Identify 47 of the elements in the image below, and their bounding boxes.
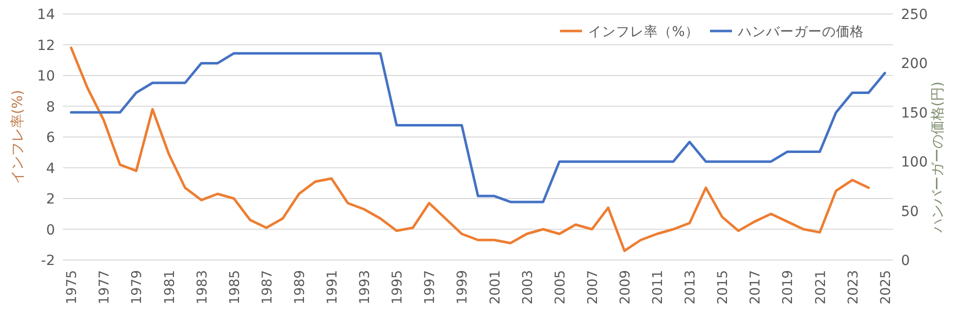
legend-label: ハンバーガーの価格 bbox=[737, 24, 864, 40]
x-tick-label: 1983 bbox=[194, 270, 210, 304]
line-series bbox=[70, 52, 886, 204]
y2-tick-label: 250 bbox=[901, 7, 928, 23]
x-tick-label: 2007 bbox=[584, 270, 601, 304]
legend-label: インフレ率（%） bbox=[588, 24, 699, 40]
x-tick-label: 1993 bbox=[357, 270, 374, 304]
y2-tick-label: 150 bbox=[901, 105, 928, 122]
x-tick-label: 2001 bbox=[487, 270, 504, 304]
x-tick-label: 1989 bbox=[292, 270, 308, 304]
y-axis-title: インフレ率(%) bbox=[10, 90, 26, 184]
x-tick-label: 2011 bbox=[650, 270, 666, 304]
y2-tick-label: 0 bbox=[901, 253, 910, 269]
y-tick-label: 2 bbox=[46, 192, 55, 208]
y2-tick-label: 200 bbox=[901, 56, 928, 72]
x-tick-label: 2019 bbox=[780, 270, 796, 304]
x-tick-label: 1977 bbox=[96, 270, 113, 304]
x-tick-label: 2017 bbox=[748, 270, 764, 304]
x-tick-label: 1985 bbox=[226, 270, 243, 304]
x-tick-label: 2023 bbox=[845, 270, 862, 304]
y-tick-label: 6 bbox=[46, 130, 56, 146]
y-tick-label: 10 bbox=[37, 68, 55, 84]
y2-axis-title: ハンバーガーの価格(円) bbox=[930, 82, 946, 234]
y-tick-label: -2 bbox=[41, 253, 55, 269]
x-tick-label: 2009 bbox=[617, 270, 634, 304]
x-tick-label: 1987 bbox=[259, 270, 276, 304]
x-tick-label: 2005 bbox=[552, 270, 568, 304]
y-tick-label: 0 bbox=[46, 222, 55, 238]
x-tick-label: 2013 bbox=[682, 270, 699, 304]
x-tick-label: 2015 bbox=[715, 270, 732, 304]
x-tick-label: 2025 bbox=[878, 270, 894, 304]
x-tick-label: 1997 bbox=[422, 270, 438, 304]
x-tick-label: 2021 bbox=[812, 270, 829, 304]
y2-tick-label: 100 bbox=[901, 154, 928, 171]
x-tick-label: 1991 bbox=[324, 270, 341, 304]
x-tick-label: 1999 bbox=[454, 270, 471, 304]
y-tick-label: 8 bbox=[46, 99, 55, 116]
y-tick-label: 14 bbox=[37, 7, 56, 23]
x-tick-label: 1979 bbox=[129, 270, 146, 304]
line-series bbox=[70, 46, 870, 252]
x-tick-label: 1981 bbox=[162, 270, 178, 304]
x-tick-label: 1975 bbox=[64, 270, 80, 304]
y2-tick-label: 50 bbox=[901, 204, 919, 220]
x-tick-label: 1995 bbox=[390, 270, 406, 304]
y-tick-label: 12 bbox=[37, 38, 55, 54]
x-tick-label: 2003 bbox=[520, 270, 536, 304]
y-tick-label: 4 bbox=[46, 160, 56, 177]
